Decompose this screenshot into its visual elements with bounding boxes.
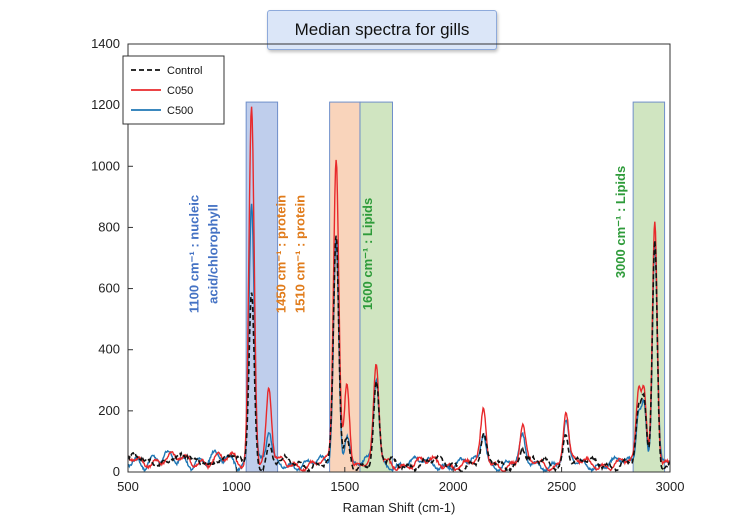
x-tick-label: 3000 [656,479,685,494]
y-tick-label: 1400 [91,36,120,51]
x-axis-label: Raman Shift (cm-1) [343,500,456,515]
y-tick-label: 600 [98,281,120,296]
y-tick-label: 0 [113,464,120,479]
annotation-label: 1100 cm⁻¹ : nucleic [187,195,202,313]
x-tick-label: 1000 [222,479,251,494]
x-tick-label: 2500 [547,479,576,494]
x-tick-label: 500 [117,479,139,494]
legend-label: C050 [167,85,193,97]
annotation-label: 1510 cm⁻¹ : protein [293,195,308,313]
y-tick-label: 400 [98,342,120,357]
legend-label: Control [167,65,202,77]
y-tick-label: 1000 [91,158,120,173]
y-tick-label: 200 [98,403,120,418]
y-tick-label: 800 [98,219,120,234]
annotation-label: acid/chlorophyll [206,204,221,304]
annotation-label: 1600 cm⁻¹ : Lipids [360,198,375,310]
annotation-label: 1450 cm⁻¹ : protein [274,195,289,313]
annotation-label: 3000 cm⁻¹ : Lipids [613,166,628,278]
highlight-regions [246,102,664,472]
x-tick-label: 1500 [330,479,359,494]
x-tick-label: 2000 [439,479,468,494]
y-tick-label: 1200 [91,97,120,112]
legend-label: C500 [167,105,193,117]
legend: Control C050 C500 [123,56,224,124]
